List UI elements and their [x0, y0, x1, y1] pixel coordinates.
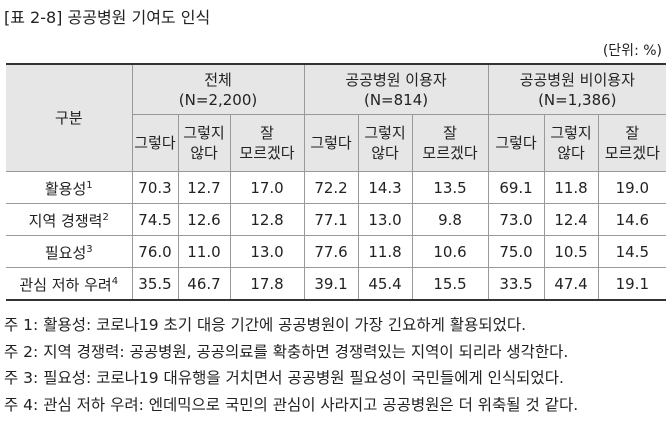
- cell: 12.7: [177, 171, 231, 204]
- row-label-text: 필요성: [44, 244, 87, 262]
- cell: 17.0: [229, 171, 305, 204]
- group-header: 공공병원 이용자 (N=814): [303, 63, 489, 115]
- row-label-text: 활용성: [44, 180, 87, 198]
- subheader: 그렇다: [487, 114, 545, 172]
- cell: 73.0: [487, 203, 545, 236]
- footnote: 주 1: 활용성: 코로나19 초기 대응 기간에 공공병원이 가장 긴요하게 …: [4, 316, 527, 334]
- data-table: 구분 전체 (N=2,200) 공공병원 이용자 (N=814) 공공병원 비이용자 (N=…: [6, 63, 667, 301]
- cell: 77.6: [303, 235, 359, 268]
- cell: 17.8: [229, 267, 305, 301]
- cell: 19.0: [597, 171, 667, 204]
- cell: 11.0: [177, 235, 231, 268]
- cell: 76.0: [131, 235, 179, 268]
- cell: 10.6: [411, 235, 489, 268]
- row-label-text: 지역 경쟁력: [28, 212, 103, 230]
- unit-label: (단위: %): [602, 43, 662, 59]
- data-row: 활용성1 70.3 12.7 17.0 72.2 14.3 13.5 69.1 11.8 19.0: [6, 171, 667, 204]
- subheader: 그렇지 않다: [357, 114, 413, 172]
- cell: 77.1: [303, 203, 359, 236]
- corner-header: 구분: [6, 63, 133, 172]
- cell: 13.0: [229, 235, 305, 268]
- subheader: 그렇지 않다: [177, 114, 231, 172]
- footnote: 주 4: 관심 저하 우려: 엔데믹으로 국민의 관심이 사라지고 공공병원은 …: [4, 395, 579, 414]
- group-name: 공공병원 비이용자: [519, 70, 635, 89]
- subheader: 그렇지 않다: [543, 114, 599, 172]
- cell: 10.5: [543, 235, 599, 268]
- cell: 15.5: [411, 267, 489, 301]
- subheader-row: 그렇다 그렇지 않다 잘 모르겠다 그렇다 그렇지 않다 잘 모르겠다 그렇다 그렇지 않다 잘…: [6, 114, 667, 172]
- cell: 14.3: [357, 171, 413, 204]
- subheader: 그렇다: [303, 114, 359, 172]
- row-note-mark: 3: [86, 244, 93, 255]
- data-row: 필요성3 76.0 11.0 13.0 77.6 11.8 10.6 75.0 10.5 14.5: [6, 235, 667, 268]
- cell: 13.0: [357, 203, 413, 236]
- table-title: [표 2-8] 공공병원 기여도 인식: [4, 8, 211, 27]
- row-label: 지역 경쟁력2: [6, 203, 133, 236]
- row-note-mark: 4: [111, 276, 119, 287]
- cell: 46.7: [177, 267, 231, 301]
- row-note-mark: 2: [102, 212, 109, 223]
- group-n: (N=2,200): [178, 90, 258, 109]
- cell: 14.6: [597, 203, 667, 236]
- cell: 39.1: [303, 267, 359, 301]
- subheader: 그렇다: [132, 114, 179, 172]
- cell: 47.4: [543, 267, 599, 301]
- cell: 12.6: [177, 203, 231, 236]
- cell: 74.5: [131, 203, 179, 236]
- cell: 72.2: [303, 171, 359, 204]
- data-row: 관심 저하 우려4 35.5 46.7 17.8 39.1 45.4 15.5 33.5 47.…: [6, 267, 667, 301]
- cell: 35.5: [131, 267, 179, 301]
- cell: 11.8: [357, 235, 413, 268]
- group-n: (N=1,386): [538, 90, 617, 109]
- cell: 12.4: [543, 203, 599, 236]
- data-row: 지역 경쟁력2 74.5 12.6 12.8 77.1 13.0 9.8 73.0 12.4 14…: [6, 203, 667, 236]
- group-header: 전체 (N=2,200): [131, 63, 305, 115]
- cell: 9.8: [411, 203, 489, 236]
- row-label-text: 관심 저하 우려: [19, 276, 112, 294]
- footnote: 주 2: 지역 경쟁력: 공공병원, 공공의료를 확충하면 경쟁력있는 지역이 …: [4, 342, 569, 361]
- cell: 45.4: [357, 267, 413, 301]
- group-header: 공공병원 비이용자 (N=1,386): [487, 63, 667, 115]
- group-name: 공공병원 이용자: [345, 70, 447, 89]
- row-label: 필요성3: [6, 235, 133, 268]
- cell: 33.5: [487, 267, 545, 301]
- footnotes: 주 1: 활용성: 코로나19 초기 대응 기간에 공공병원이 가장 긴요하게 …: [4, 312, 578, 418]
- footnote: 주 3: 필요성: 코로나19 대유행을 거치면서 공공병원 필요성이 국민들에…: [4, 369, 564, 387]
- row-label: 활용성1: [6, 171, 133, 204]
- cell: 14.5: [597, 235, 667, 268]
- cell: 12.8: [229, 203, 305, 236]
- cell: 69.1: [487, 171, 545, 204]
- subheader: 잘 모르겠다: [411, 114, 489, 172]
- row-note-mark: 1: [86, 180, 93, 191]
- header-row: 구분 전체 (N=2,200) 공공병원 이용자 (N=814) 공공병원 비이용자 (N=…: [6, 63, 667, 172]
- subheader: 잘 모르겠다: [597, 114, 667, 172]
- cell: 13.5: [411, 171, 489, 204]
- row-label: 관심 저하 우려4: [6, 267, 133, 301]
- group-name: 전체: [204, 70, 232, 89]
- cell: 11.8: [543, 171, 599, 204]
- cell: 75.0: [487, 235, 545, 268]
- group-n: (N=814): [363, 90, 429, 109]
- subheader: 잘 모르겠다: [229, 114, 305, 172]
- cell: 19.1: [597, 267, 667, 301]
- cell: 70.3: [131, 171, 179, 204]
